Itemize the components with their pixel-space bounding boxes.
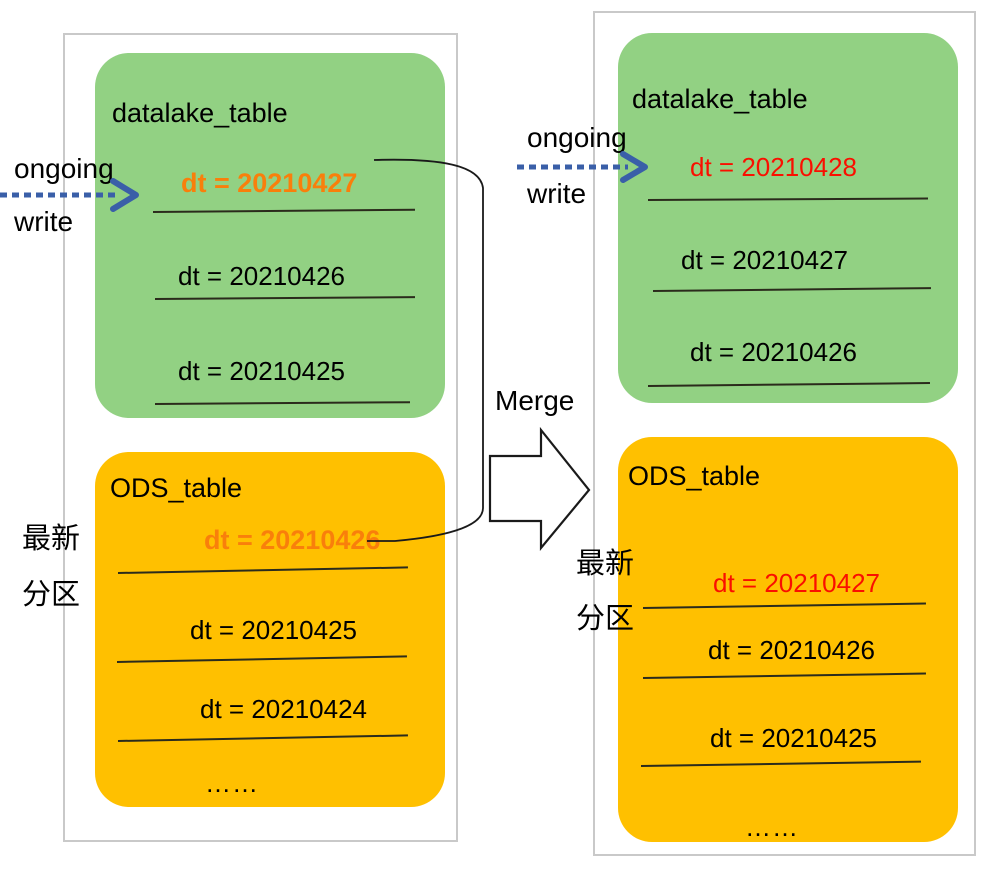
- left-ods-table-box[interactable]: [95, 452, 445, 807]
- right-datalake-table-title: datalake_table: [632, 84, 808, 114]
- right-ods-table-title: ODS_table: [628, 461, 761, 491]
- left-ods-table-title: ODS_table: [110, 473, 243, 503]
- right-ods-ellipsis: ……: [745, 812, 799, 842]
- right-datalake-row-2-label[interactable]: dt = 20210426: [690, 337, 857, 367]
- left-write-label-line2: write: [14, 206, 74, 237]
- left-ods-row-1-label[interactable]: dt = 20210425: [190, 615, 357, 645]
- merge-block-arrow-icon: [488, 426, 591, 552]
- right-ods-table-box[interactable]: [618, 437, 958, 842]
- merge-label: Merge: [495, 385, 575, 416]
- right-datalake-table-box[interactable]: [618, 33, 958, 403]
- right-ongoing-label-line1: ongoing: [527, 122, 627, 153]
- left-ongoing-write-arrow-icon: [0, 178, 139, 212]
- left-ods-ellipsis: ……: [205, 768, 259, 798]
- right-write-label-line2: write: [527, 178, 587, 209]
- left-datalake-row-1-label[interactable]: dt = 20210426: [178, 261, 345, 291]
- right-datalake-row-1-label[interactable]: dt = 20210427: [681, 245, 848, 275]
- left-ods-row-0-label[interactable]: dt = 20210426: [204, 525, 381, 555]
- right-latest-partition-label-line1: 最新: [576, 546, 635, 580]
- left-datalake-table-box[interactable]: [95, 53, 445, 418]
- left-ods-row-2-label[interactable]: dt = 20210424: [200, 694, 367, 724]
- left-datalake-row-2-label[interactable]: dt = 20210425: [178, 356, 345, 386]
- right-ods-row-0-label[interactable]: dt = 20210427: [713, 568, 880, 598]
- right-ongoing-write-arrow-icon: [517, 151, 648, 183]
- right-latest-partition-label-line2: 分区: [576, 601, 635, 635]
- right-datalake-row-0-label[interactable]: dt = 20210428: [690, 152, 857, 182]
- partition-promotion-connector: [367, 158, 484, 542]
- right-ods-row-1-label[interactable]: dt = 20210426: [708, 635, 875, 665]
- left-latest-partition-label-line2: 分区: [22, 577, 81, 611]
- left-panel-frame: [63, 33, 458, 842]
- left-latest-partition-label-line1: 最新: [22, 521, 81, 555]
- left-datalake-row-0-label[interactable]: dt = 20210427: [181, 168, 358, 198]
- right-ods-row-2-label[interactable]: dt = 20210425: [710, 723, 877, 753]
- left-ongoing-label-line1: ongoing: [14, 153, 114, 184]
- right-panel-frame: [593, 11, 976, 856]
- left-datalake-table-title: datalake_table: [112, 98, 288, 128]
